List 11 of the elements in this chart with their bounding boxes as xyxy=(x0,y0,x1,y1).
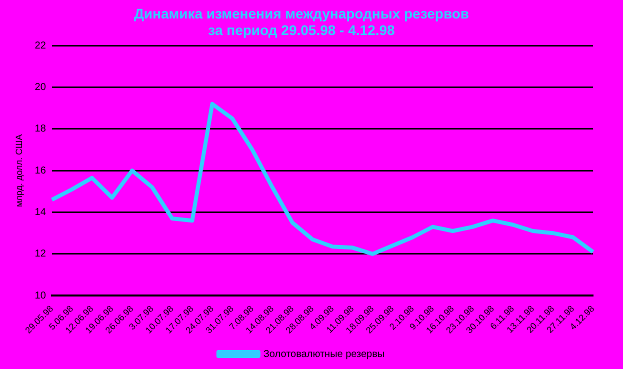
y-tick-label: 20 xyxy=(34,82,46,94)
text: Динамика изменения международных резервов xyxy=(134,5,470,22)
y-tick-label: 16 xyxy=(34,165,46,176)
y-tick-label: 12 xyxy=(34,248,46,260)
legend-label: Золотовалютные резервы xyxy=(263,348,385,360)
y-axis-title: млрд. долл. США xyxy=(14,134,24,207)
text: за период 29.05.98 - 4.12.98 xyxy=(208,22,395,38)
y-tick-label: 18 xyxy=(34,124,46,135)
y-tick-label: 10 xyxy=(34,290,46,302)
y-tick-label: 14 xyxy=(34,207,46,218)
y-tick-label: 22 xyxy=(34,40,46,52)
